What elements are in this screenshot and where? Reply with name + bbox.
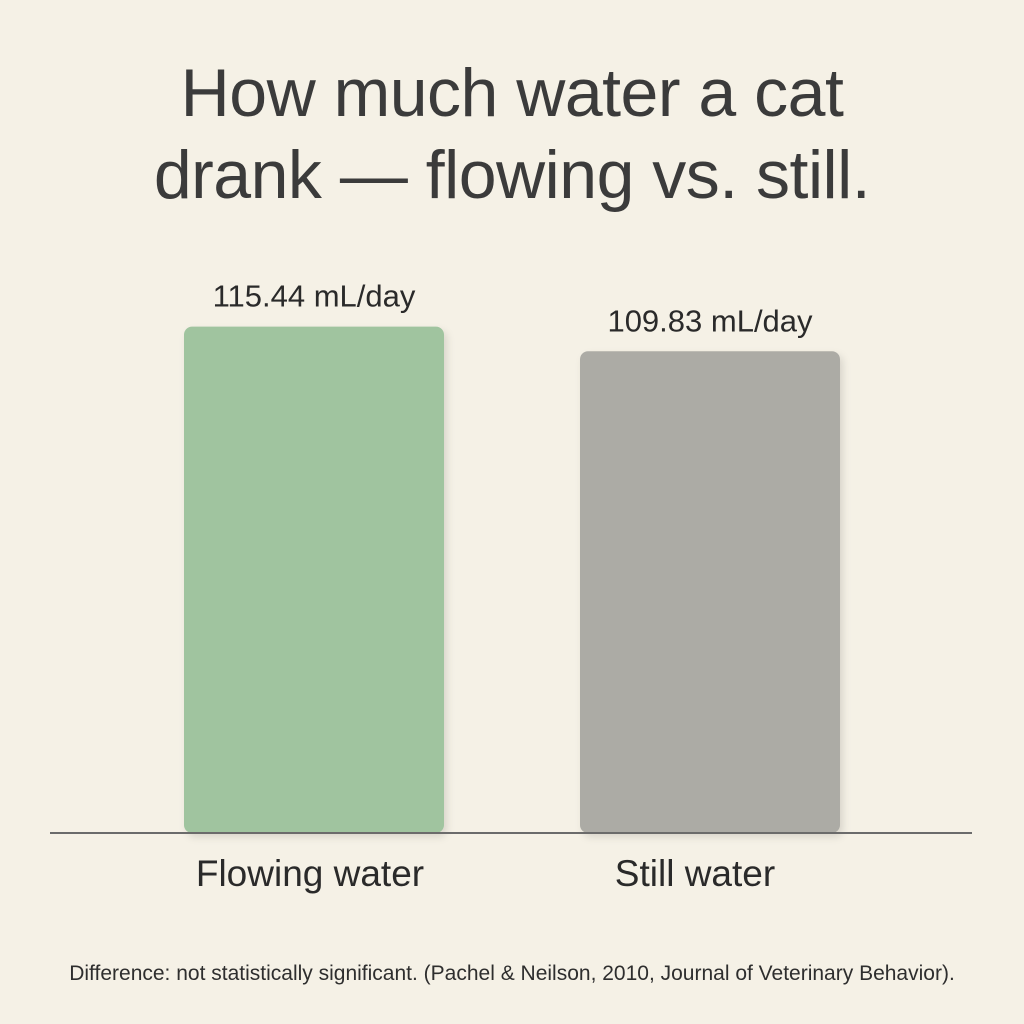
footnote: Difference: not statistically significan… bbox=[69, 962, 955, 985]
bar-still-water bbox=[580, 351, 840, 833]
value-label-still-water: 109.83 mL/day bbox=[607, 303, 813, 338]
bars bbox=[184, 326, 840, 833]
chart-title-line-1: How much water a cat bbox=[180, 55, 844, 131]
category-label-still-water: Still water bbox=[615, 853, 775, 894]
chart-title: How much water a cat drank — flowing vs.… bbox=[0, 52, 1024, 216]
chart-title-line-2: drank — flowing vs. still. bbox=[153, 137, 871, 213]
labels: 115.44 mL/day Flowing water 109.83 mL/day S… bbox=[196, 279, 813, 894]
value-label-flowing-water: 115.44 mL/day bbox=[213, 279, 416, 314]
bar-flowing-water bbox=[184, 326, 444, 833]
category-label-flowing-water: Flowing water bbox=[196, 853, 424, 894]
